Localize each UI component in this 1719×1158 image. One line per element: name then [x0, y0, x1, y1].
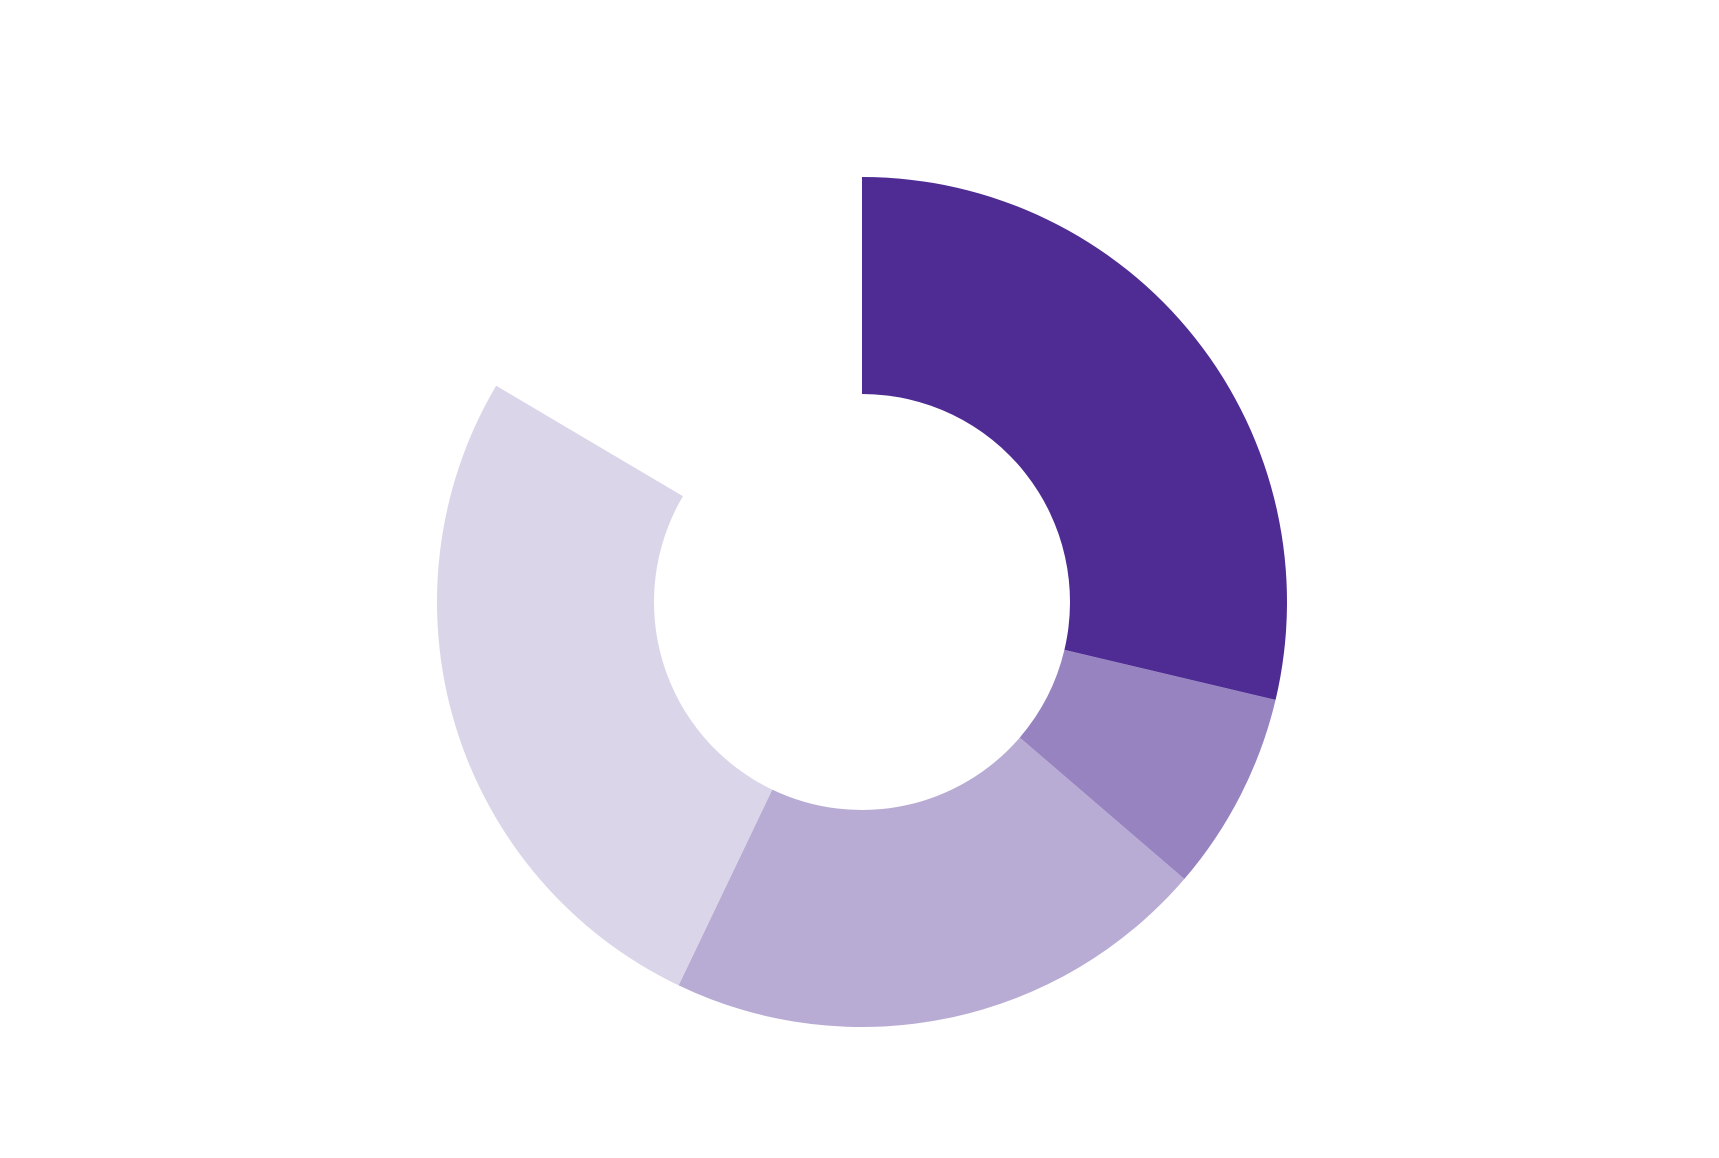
donut-segment: [678, 737, 1185, 1027]
donut-segment: [1019, 649, 1276, 880]
donut-segment: [496, 177, 862, 497]
donut-segment: [862, 177, 1287, 700]
donut-segment: [436, 385, 773, 986]
